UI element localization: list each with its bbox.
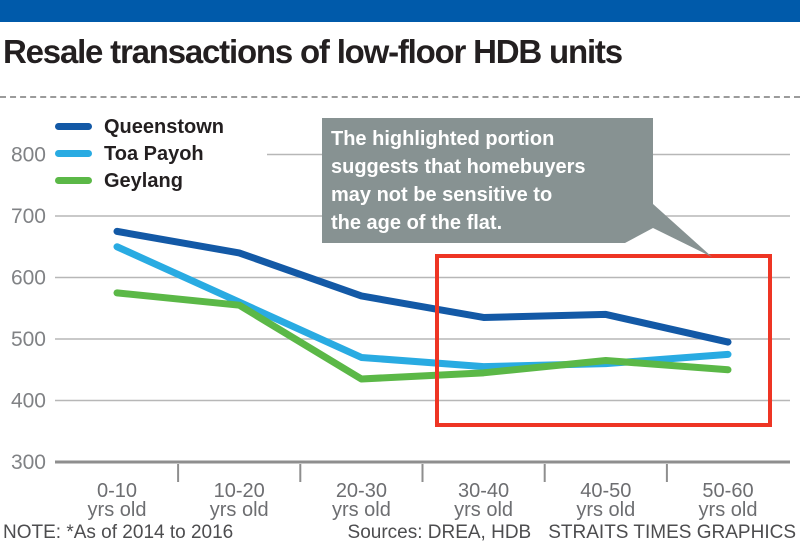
- legend-label-geylang: Geylang: [104, 169, 183, 192]
- page-title: Resale transactions of low-floor HDB uni…: [3, 33, 623, 70]
- callout-bubble: [322, 118, 712, 257]
- y-axis-label: 800: [11, 144, 46, 167]
- callout-line: suggests that homebuyers: [331, 156, 586, 178]
- legend-item-queenstown: Queenstown: [55, 113, 267, 140]
- geylang-line-swatch-icon: [55, 177, 92, 184]
- legend-label-queenstown: Queenstown: [104, 115, 225, 138]
- y-axis-label: 500: [11, 328, 46, 351]
- callout-line: may not be sensitive to: [331, 184, 553, 206]
- highlight-rect-group: [435, 254, 772, 427]
- legend-item-geylang: Geylang: [55, 167, 267, 194]
- callout-bubble-group: [322, 118, 712, 257]
- highlight-rect: [435, 254, 772, 427]
- footer-sources: Sources: DREA, HDB STRAITS TIMES GRAPHIC…: [348, 522, 796, 544]
- series-line-queenstown: [113, 227, 732, 346]
- x-axis-label: 0-10 yrs old: [88, 480, 147, 521]
- legend-item-toa-payoh: Toa Payoh: [55, 140, 267, 167]
- callout-annotation: The highlighted portion suggests that hom…: [322, 118, 653, 237]
- x-axis-label: 40-50 yrs old: [576, 480, 635, 521]
- x-axis-ticks: [177, 464, 668, 482]
- y-axis-label: 600: [11, 267, 46, 290]
- legend-label-toa-payoh: Toa Payoh: [104, 142, 204, 165]
- x-axis-label: 50-60 yrs old: [699, 480, 758, 521]
- top-bar: [0, 0, 800, 22]
- credit-text: STRAITS TIMES GRAPHICS: [548, 522, 796, 543]
- x-axis-label: 30-40 yrs old: [454, 480, 513, 521]
- y-axis-labels: 300 400 500 600 700 800: [11, 144, 46, 475]
- x-axis-label: 10-20 yrs old: [210, 480, 269, 521]
- legend: Queenstown Toa Payoh Geylang: [55, 113, 267, 194]
- x-axis-label: 20-30 yrs old: [332, 480, 391, 521]
- series-lines: [113, 227, 732, 383]
- footer-note: NOTE: *As of 2014 to 2016: [3, 522, 234, 543]
- y-axis-label: 400: [11, 390, 46, 413]
- sources-text: Sources: DREA, HDB: [347, 522, 532, 543]
- series-line-geylang: [113, 289, 732, 383]
- callout-line: The highlighted portion: [331, 128, 555, 150]
- queenstown-line-swatch-icon: [55, 123, 92, 130]
- dashed-divider: [0, 96, 800, 98]
- y-axis-label: 700: [11, 205, 46, 228]
- toa-payoh-line-swatch-icon: [55, 150, 92, 157]
- callout-line: the age of the flat.: [331, 212, 503, 234]
- y-axis-label: 300: [11, 451, 46, 474]
- x-axis-labels: 0-10 yrs old 10-20 yrs old 20-30 yrs old 30-40…: [88, 480, 758, 521]
